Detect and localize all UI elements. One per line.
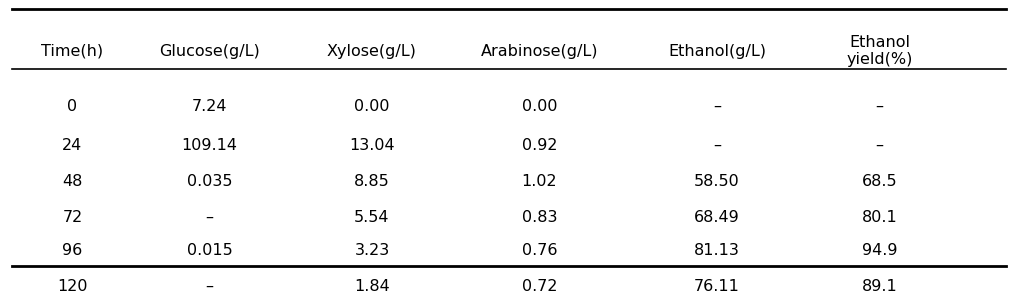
Text: 1.84: 1.84 [354, 279, 390, 294]
Text: 5.54: 5.54 [354, 210, 390, 225]
Text: 3.23: 3.23 [354, 243, 390, 258]
Text: 48: 48 [62, 174, 82, 189]
Text: Time(h): Time(h) [42, 44, 104, 59]
Text: Ethanol
yield(%): Ethanol yield(%) [846, 35, 913, 67]
Text: 8.85: 8.85 [354, 174, 390, 189]
Text: 0.76: 0.76 [521, 243, 557, 258]
Text: 109.14: 109.14 [181, 138, 237, 153]
Text: 58.50: 58.50 [694, 174, 740, 189]
Text: 89.1: 89.1 [861, 279, 898, 294]
Text: –: – [206, 210, 214, 225]
Text: –: – [714, 99, 721, 114]
Text: 7.24: 7.24 [191, 99, 227, 114]
Text: 0.035: 0.035 [186, 174, 232, 189]
Text: 0.83: 0.83 [521, 210, 557, 225]
Text: 1.02: 1.02 [521, 174, 557, 189]
Text: 0.00: 0.00 [521, 99, 557, 114]
Text: 24: 24 [62, 138, 82, 153]
Text: Ethanol(g/L): Ethanol(g/L) [668, 44, 767, 59]
Text: 96: 96 [62, 243, 82, 258]
Text: 68.5: 68.5 [862, 174, 898, 189]
Text: 0.00: 0.00 [354, 99, 390, 114]
Text: Xylose(g/L): Xylose(g/L) [327, 44, 417, 59]
Text: 0: 0 [67, 99, 77, 114]
Text: –: – [714, 138, 721, 153]
Text: Glucose(g/L): Glucose(g/L) [159, 44, 260, 59]
Text: 0.72: 0.72 [521, 279, 557, 294]
Text: 76.11: 76.11 [694, 279, 740, 294]
Text: 120: 120 [57, 279, 88, 294]
Text: 13.04: 13.04 [349, 138, 395, 153]
Text: 72: 72 [62, 210, 82, 225]
Text: 0.015: 0.015 [186, 243, 232, 258]
Text: 0.92: 0.92 [521, 138, 557, 153]
Text: 68.49: 68.49 [694, 210, 740, 225]
Text: 94.9: 94.9 [862, 243, 897, 258]
Text: 80.1: 80.1 [861, 210, 898, 225]
Text: 81.13: 81.13 [694, 243, 740, 258]
Text: –: – [206, 279, 214, 294]
Text: –: – [875, 138, 884, 153]
Text: –: – [875, 99, 884, 114]
Text: Arabinose(g/L): Arabinose(g/L) [480, 44, 599, 59]
